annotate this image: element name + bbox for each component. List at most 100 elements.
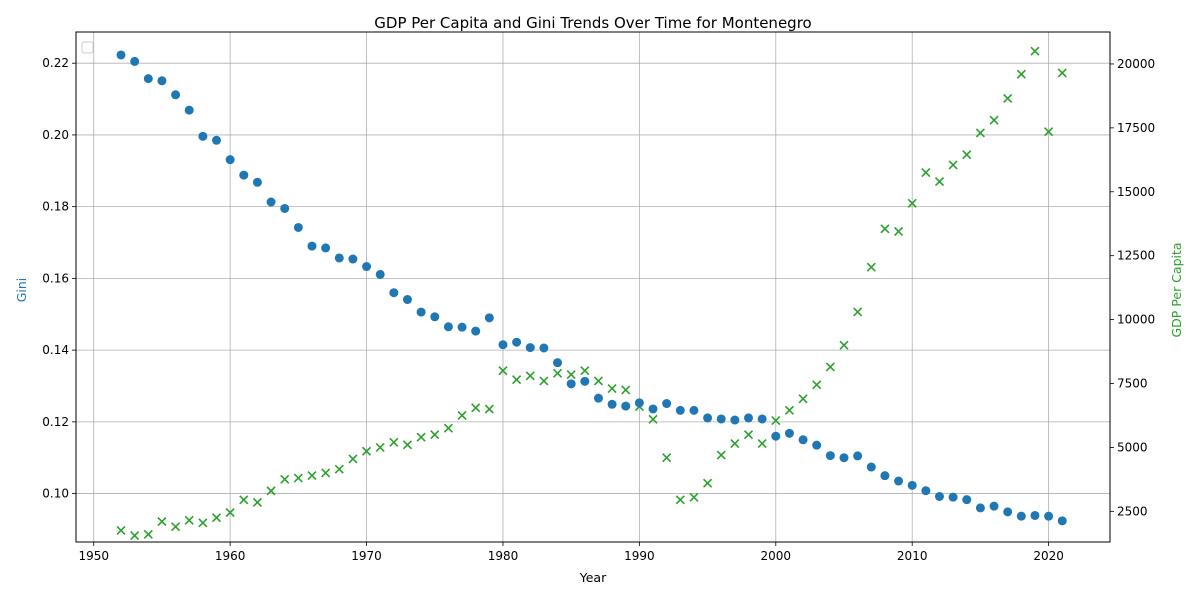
- gdp-point: [321, 468, 331, 478]
- gini-point: [1030, 510, 1040, 520]
- gini-point: [293, 222, 303, 232]
- gini-point: [1057, 516, 1067, 526]
- gini-point: [348, 254, 358, 264]
- gini-point: [880, 471, 890, 481]
- gini-point: [1044, 511, 1054, 521]
- plot-frame: [75, 31, 1111, 543]
- gdp-point: [225, 508, 235, 518]
- left-y-tick-label: 0.14: [42, 343, 69, 357]
- gini-point: [757, 414, 767, 424]
- gdp-point: [621, 385, 631, 395]
- gdp-point: [293, 473, 303, 483]
- gdp-point: [907, 198, 917, 208]
- gdp-point: [348, 454, 358, 464]
- right-y-axis-title: GDP Per Capita: [1169, 242, 1184, 337]
- gdp-point: [252, 497, 262, 507]
- gdp-point: [1016, 69, 1026, 79]
- gdp-point: [471, 403, 481, 413]
- gini-point: [798, 435, 808, 445]
- right-y-tick-label: 7500: [1117, 377, 1148, 391]
- left-y-axis-title: Gini: [14, 278, 29, 303]
- gdp-point: [689, 492, 699, 502]
- gini-point: [703, 413, 713, 423]
- gdp-point: [716, 450, 726, 460]
- gini-point: [157, 76, 167, 86]
- gini-point: [839, 453, 849, 463]
- gdp-point: [853, 307, 863, 317]
- gini-point: [825, 451, 835, 461]
- gini-point: [212, 135, 222, 145]
- x-axis-title: Year: [579, 570, 607, 585]
- gini-point: [934, 491, 944, 501]
- right-y-tick-label: 20000: [1117, 57, 1155, 71]
- chart-title: GDP Per Capita and Gini Trends Over Time…: [374, 14, 811, 32]
- gini-point: [252, 177, 262, 187]
- gini-point: [1016, 511, 1026, 521]
- x-tick-label: 2020: [1033, 549, 1064, 563]
- gdp-point: [566, 369, 576, 380]
- gdp-point: [743, 430, 754, 440]
- gini-point: [184, 105, 194, 115]
- gini-point: [498, 340, 508, 350]
- gdp-point: [825, 362, 835, 372]
- gdp-point: [730, 439, 740, 449]
- gini-point: [1003, 507, 1013, 517]
- gini-point: [402, 295, 412, 305]
- gdp-point: [962, 150, 972, 160]
- gini-point: [239, 170, 249, 180]
- gini-point: [894, 476, 904, 486]
- gini-point: [662, 399, 672, 409]
- x-axis: 1950 1960 1970 1980 1990 2000 2010 2020: [78, 542, 1064, 563]
- gini-point: [962, 495, 972, 505]
- gdp-point: [498, 366, 508, 376]
- gdp-point: [484, 404, 494, 414]
- gini-series: [116, 50, 1067, 526]
- gdp-point: [539, 376, 549, 386]
- gdp-point: [130, 531, 140, 541]
- gini-point: [130, 56, 140, 66]
- gdp-point: [607, 384, 617, 394]
- gdp-point: [457, 410, 467, 421]
- gdp-point: [757, 439, 767, 449]
- gdp-point: [416, 432, 426, 442]
- gdp-point: [921, 168, 931, 178]
- gdp-point: [184, 515, 194, 525]
- gdp-point: [580, 366, 590, 376]
- left-y-axis: 0.10 0.12 0.14 0.16 0.18 0.20 0.22: [42, 56, 76, 501]
- gini-point: [443, 322, 453, 332]
- right-y-tick-label: 15000: [1117, 185, 1155, 199]
- gini-point: [580, 376, 590, 386]
- gdp-point: [1044, 127, 1054, 137]
- gini-point: [607, 399, 617, 409]
- gdp-point: [675, 495, 685, 505]
- gini-point: [334, 253, 344, 263]
- gini-point: [198, 131, 208, 141]
- gdp-point: [989, 115, 999, 125]
- right-y-tick-label: 5000: [1117, 440, 1148, 454]
- gini-point: [784, 428, 794, 438]
- right-y-tick-label: 10000: [1117, 313, 1155, 327]
- gini-point: [457, 322, 467, 332]
- gdp-point: [334, 464, 344, 474]
- left-y-tick-label: 0.12: [42, 415, 69, 429]
- gdp-point: [525, 371, 535, 381]
- gini-point: [143, 74, 153, 84]
- gini-point: [389, 288, 399, 298]
- gdp-point: [975, 128, 985, 138]
- gini-point: [812, 440, 822, 450]
- right-y-tick-label: 2500: [1117, 504, 1148, 518]
- gdp-point: [280, 474, 290, 484]
- gini-point: [280, 203, 290, 213]
- gini-point: [948, 492, 958, 502]
- gdp-point: [784, 405, 794, 415]
- gdp-point: [307, 470, 317, 481]
- gini-point: [553, 358, 563, 368]
- gini-point: [171, 90, 181, 100]
- gdp-point: [798, 394, 808, 404]
- gini-point: [539, 343, 549, 353]
- gini-point: [321, 243, 331, 253]
- x-tick-label: 2010: [897, 549, 928, 563]
- x-tick-label: 1990: [624, 549, 655, 563]
- gini-point: [430, 312, 440, 322]
- gdp-point: [866, 262, 876, 272]
